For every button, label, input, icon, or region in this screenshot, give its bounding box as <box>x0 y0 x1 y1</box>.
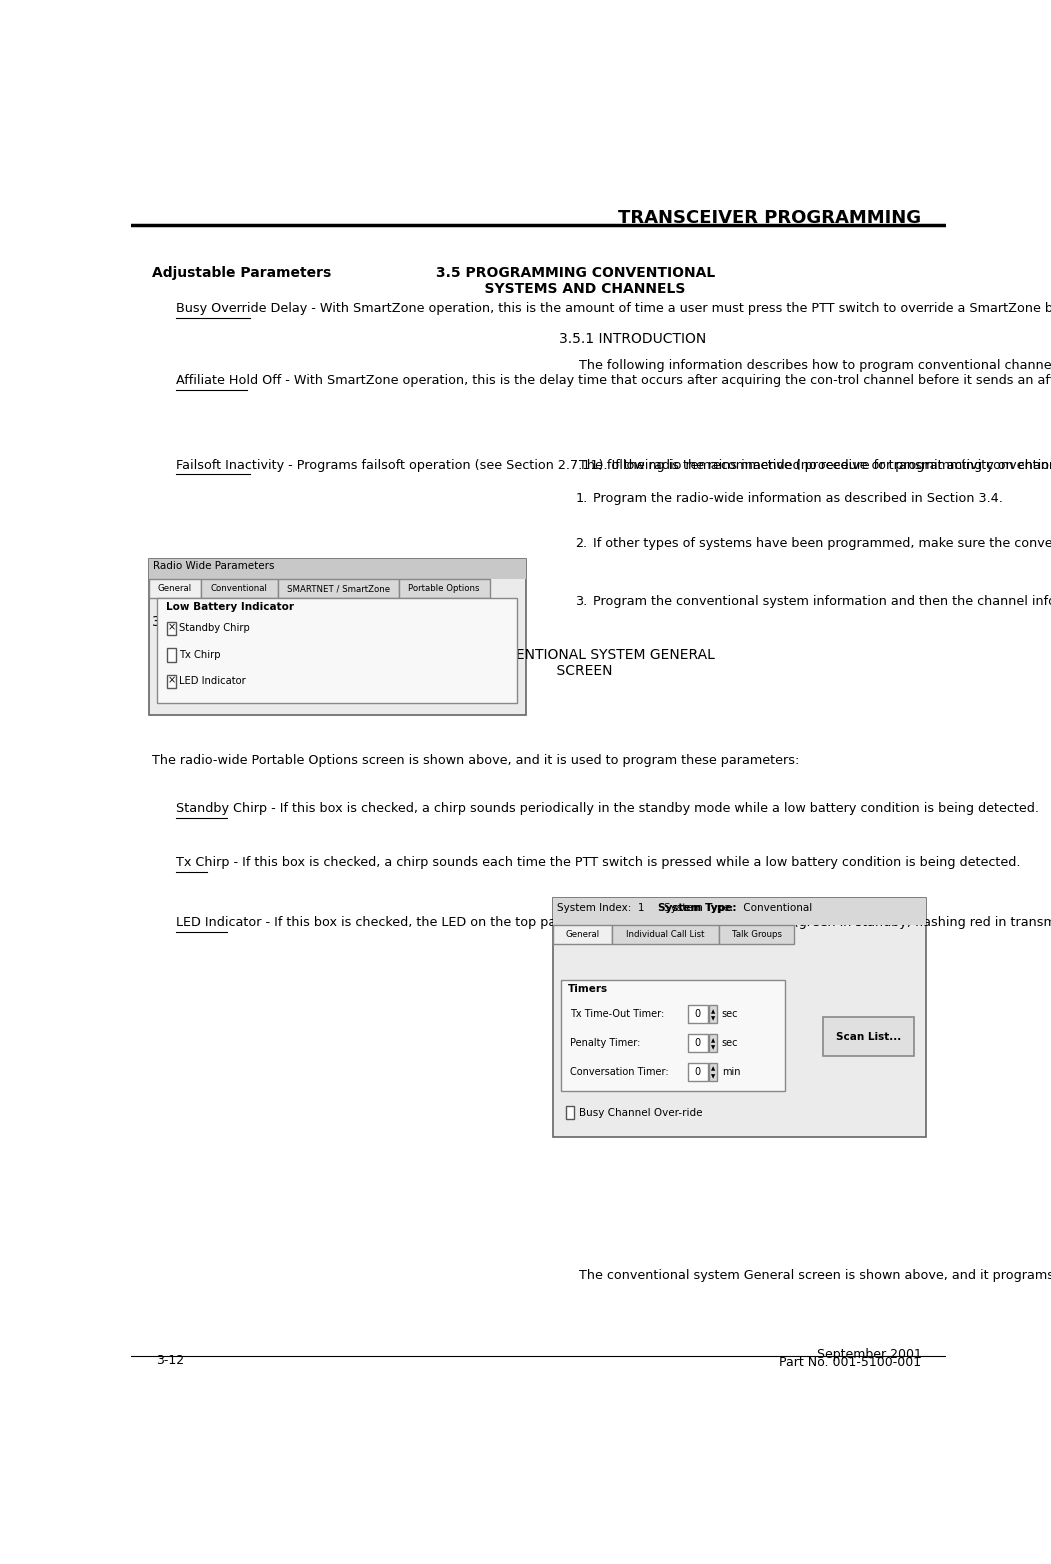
Text: 3.: 3. <box>575 594 588 608</box>
Text: General: General <box>565 931 600 938</box>
Text: Scan List...: Scan List... <box>836 1032 901 1042</box>
Bar <box>149 579 201 599</box>
Text: Busy Override Delay - With SmartZone operation, this is the amount of time a use: Busy Override Delay - With SmartZone ope… <box>177 302 1051 314</box>
Bar <box>687 1034 708 1053</box>
Bar <box>149 558 526 715</box>
Text: 3.5 PROGRAMMING CONVENTIONAL
    SYSTEMS AND CHANNELS: 3.5 PROGRAMMING CONVENTIONAL SYSTEMS AND… <box>436 266 715 296</box>
Text: Radio Wide Parameters: Radio Wide Parameters <box>153 561 275 571</box>
Bar <box>687 1064 708 1081</box>
Text: If other types of systems have been programmed, make sure the conventional syste: If other types of systems have been prog… <box>593 536 1051 551</box>
Text: Program the conventional system information and then the channel information as : Program the conventional system informat… <box>593 594 1051 608</box>
Bar <box>708 1034 717 1053</box>
Text: Penalty Timer:: Penalty Timer: <box>570 1038 640 1048</box>
Text: Affiliate Hold Off - With SmartZone operation, this is the delay time that occur: Affiliate Hold Off - With SmartZone oper… <box>177 374 1051 388</box>
Text: Low Battery Indicator: Low Battery Indicator <box>166 602 293 612</box>
Text: Tx Time-Out Timer:: Tx Time-Out Timer: <box>570 1009 664 1018</box>
Text: 2.: 2. <box>575 536 588 551</box>
Text: 0: 0 <box>695 1009 701 1018</box>
Text: 0: 0 <box>695 1038 701 1048</box>
Text: 3-12: 3-12 <box>156 1354 184 1367</box>
Text: Part No. 001-5100-001: Part No. 001-5100-001 <box>780 1356 922 1368</box>
Bar <box>561 981 785 1092</box>
Bar <box>167 622 177 635</box>
Text: Talk Groups: Talk Groups <box>731 931 782 938</box>
Bar <box>612 924 720 945</box>
Text: Standby Chirp: Standby Chirp <box>180 624 250 633</box>
Bar <box>553 924 612 945</box>
Text: TRANSCEIVER PROGRAMMING: TRANSCEIVER PROGRAMMING <box>618 210 922 227</box>
Text: Tx Chirp: Tx Chirp <box>180 651 221 660</box>
Bar <box>553 898 926 924</box>
Text: The conventional system General screen is shown above, and it programs the follo: The conventional system General screen i… <box>579 1268 1051 1282</box>
Text: ×: × <box>168 622 177 632</box>
Text: ▼: ▼ <box>710 1017 715 1021</box>
Bar <box>687 1006 708 1023</box>
Bar <box>720 924 795 945</box>
Text: Program the radio-wide information as described in Section 3.4.: Program the radio-wide information as de… <box>593 493 1003 505</box>
Text: ×: × <box>168 676 177 685</box>
Text: System Index:  1      System Type:   Conventional: System Index: 1 System Type: Conventiona… <box>557 902 812 913</box>
Text: sec: sec <box>722 1038 739 1048</box>
Bar <box>158 599 517 704</box>
Bar <box>201 579 277 599</box>
Text: ▲: ▲ <box>710 1009 715 1013</box>
Bar <box>167 649 177 662</box>
Text: sec: sec <box>722 1009 739 1018</box>
Bar <box>708 1006 717 1023</box>
Text: 0: 0 <box>695 1067 701 1076</box>
Text: min: min <box>722 1067 740 1076</box>
Text: Conventional: Conventional <box>211 585 268 593</box>
Text: 1.: 1. <box>575 493 588 505</box>
Text: The following information describes how to program conventional channels (both a: The following information describes how … <box>579 358 1051 372</box>
Text: Busy Channel Over-ride: Busy Channel Over-ride <box>579 1107 703 1118</box>
Text: ▲: ▲ <box>710 1038 715 1043</box>
Text: 3.5.1 INTRODUCTION: 3.5.1 INTRODUCTION <box>559 332 706 346</box>
Text: Timers: Timers <box>568 984 609 993</box>
FancyBboxPatch shape <box>823 1018 914 1056</box>
Text: The radio-wide Portable Options screen is shown above, and it is used to program: The radio-wide Portable Options screen i… <box>151 754 799 766</box>
Bar <box>277 579 398 599</box>
Text: Failsoft Inactivity - Programs failsoft operation (see Section 2.7.11). If the r: Failsoft Inactivity - Programs failsoft … <box>177 458 1051 472</box>
Text: LED Indicator: LED Indicator <box>180 677 246 687</box>
Text: Tx Chirp - If this box is checked, a chirp sounds each time the PTT switch is pr: Tx Chirp - If this box is checked, a chi… <box>177 856 1021 870</box>
Text: ▼: ▼ <box>710 1074 715 1079</box>
Text: September 2001: September 2001 <box>817 1348 922 1361</box>
Text: ▲: ▲ <box>710 1067 715 1071</box>
Text: Individual Call List: Individual Call List <box>626 931 705 938</box>
Bar <box>553 898 926 1137</box>
Text: General: General <box>158 585 192 593</box>
Text: Standby Chirp - If this box is checked, a chirp sounds periodically in the stand: Standby Chirp - If this box is checked, … <box>177 802 1039 815</box>
Bar <box>398 579 490 599</box>
Text: LED Indicator - If this box is checked, the LED on the top panel indicates a low: LED Indicator - If this box is checked, … <box>177 917 1051 929</box>
Text: ▼: ▼ <box>710 1045 715 1049</box>
Bar <box>708 1064 717 1081</box>
Text: Adjustable Parameters: Adjustable Parameters <box>151 266 331 280</box>
Text: The following is the recommended procedure for programming conventional channels: The following is the recommended procedu… <box>579 458 1051 472</box>
Text: Conversation Timer:: Conversation Timer: <box>570 1067 668 1076</box>
Text: SMARTNET / SmartZone: SMARTNET / SmartZone <box>287 585 390 593</box>
Text: 3.4.5 RADIO-WIDE PORTABLE OPTIONS
      SCREEN: 3.4.5 RADIO-WIDE PORTABLE OPTIONS SCREEN <box>151 615 418 646</box>
Bar <box>149 558 526 579</box>
Text: System Type:: System Type: <box>658 902 736 913</box>
Bar <box>167 674 177 688</box>
Text: 3.5.2 CONVENTIONAL SYSTEM GENERAL
    SCREEN: 3.5.2 CONVENTIONAL SYSTEM GENERAL SCREEN <box>436 647 715 677</box>
Bar <box>565 1106 575 1120</box>
Text: Portable Options: Portable Options <box>409 585 480 593</box>
